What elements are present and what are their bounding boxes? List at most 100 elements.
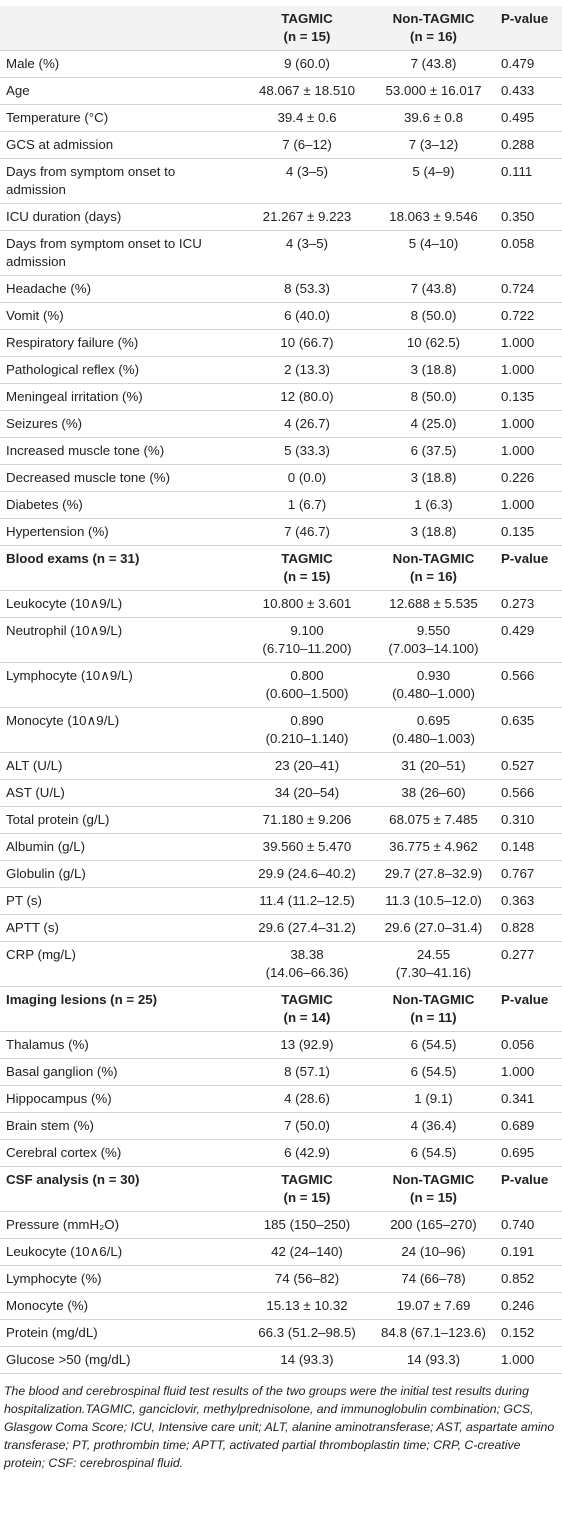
cell: 0.135	[495, 518, 562, 546]
cell: 21.267 ± 9.223	[242, 203, 372, 231]
data-row: Hippocampus (%) 4 (28.6) 1 (9.1) 0.341	[0, 1085, 562, 1113]
cell: 0.695 (0.480–1.003)	[372, 707, 495, 753]
row-label: Decreased muscle tone (%)	[0, 464, 242, 492]
row-label: Hippocampus (%)	[0, 1085, 242, 1113]
row-label: Headache (%)	[0, 275, 242, 303]
row-label: Age	[0, 77, 242, 105]
data-row: Days from symptom onset to admission 4 (3…	[0, 158, 562, 204]
cell: 15.13 ± 10.32	[242, 1292, 372, 1320]
header-row: Imaging lesions (n = 25) TAGMIC (n = 14) No…	[0, 986, 562, 1032]
row-label: Leukocyte (10∧9/L)	[0, 590, 242, 618]
page-body: TAGMIC (n = 15) Non-TAGMIC (n = 16) P-value M…	[0, 6, 562, 1531]
cell: 0.152	[495, 1319, 562, 1347]
column-header: Non-TAGMIC (n = 16)	[372, 545, 495, 591]
cell: 0.341	[495, 1085, 562, 1113]
row-label: Increased muscle tone (%)	[0, 437, 242, 465]
cell: 11.4 (11.2–12.5)	[242, 887, 372, 915]
footnote: The blood and cerebrospinal fluid test r…	[4, 1384, 555, 1470]
cell: 2 (13.3)	[242, 356, 372, 384]
cell: 1.000	[495, 1346, 562, 1374]
column-n: (n = 14)	[283, 1010, 331, 1025]
header-row: CSF analysis (n = 30) TAGMIC (n = 15) Non-T…	[0, 1166, 562, 1212]
section-title: Blood exams (n = 31)	[0, 545, 242, 591]
column-n: (n = 15)	[410, 1190, 457, 1205]
data-row: Meningeal irritation (%) 12 (80.0) 8 (50.0…	[0, 383, 562, 411]
cell: 7 (43.8)	[372, 275, 495, 303]
cell: 39.6 ± 0.8	[372, 104, 495, 132]
cell: 0.246	[495, 1292, 562, 1320]
cell-line: 9.550	[416, 623, 451, 638]
row-label: Monocyte (%)	[0, 1292, 242, 1320]
cell: 0.350	[495, 203, 562, 231]
data-row: Days from symptom onset to ICU admission…	[0, 230, 562, 276]
row-label: Monocyte (10∧9/L)	[0, 707, 242, 753]
column-header: Non-TAGMIC (n = 11)	[372, 986, 495, 1032]
cell: 42 (24–140)	[242, 1238, 372, 1266]
cell: 9.550 (7.003–14.100)	[372, 617, 495, 663]
cell-line: 24.55	[416, 947, 451, 962]
cell: 4 (36.4)	[372, 1112, 495, 1140]
cell-line: (14.06–66.36)	[265, 965, 349, 980]
cell-line: 0.930	[416, 668, 451, 683]
cell: 12.688 ± 5.535	[372, 590, 495, 618]
row-label: Meningeal irritation (%)	[0, 383, 242, 411]
data-row: Increased muscle tone (%) 5 (33.3) 6 (37.5…	[0, 437, 562, 465]
data-row: Neutrophil (10∧9/L) 9.100 (6.710–11.200) 9.…	[0, 617, 562, 663]
data-row: ICU duration (days) 21.267 ± 9.223 18.063 …	[0, 203, 562, 231]
cell: 0.724	[495, 275, 562, 303]
cell: 0.740	[495, 1211, 562, 1239]
row-label: Male (%)	[0, 50, 242, 78]
cell-line: (7.003–14.100)	[388, 641, 479, 656]
header-row: Blood exams (n = 31) TAGMIC (n = 15) Non-TA…	[0, 545, 562, 591]
row-label: CRP (mg/L)	[0, 941, 242, 987]
column-n: (n = 11)	[410, 1010, 457, 1025]
cell: 5 (33.3)	[242, 437, 372, 465]
column-header: TAGMIC (n = 15)	[242, 6, 372, 51]
row-label: ICU duration (days)	[0, 203, 242, 231]
data-row: Protein (mg/dL) 66.3 (51.2–98.5) 84.8 (67.…	[0, 1319, 562, 1347]
cell-line: 38.38	[290, 947, 324, 962]
cell: 12 (80.0)	[242, 383, 372, 411]
cell: 6 (54.5)	[372, 1031, 495, 1059]
cell: 0.479	[495, 50, 562, 78]
cell: 0.111	[495, 158, 562, 204]
cell: 0.852	[495, 1265, 562, 1293]
cell: 24.55 (7.30–41.16)	[372, 941, 495, 987]
column-header: Non-TAGMIC (n = 16)	[372, 6, 495, 51]
cell-line: 0.695	[416, 713, 451, 728]
cell: 0.722	[495, 302, 562, 330]
cell: 1.000	[495, 1058, 562, 1086]
cell: 1 (6.3)	[372, 491, 495, 519]
data-row: Leukocyte (10∧9/L) 10.800 ± 3.601 12.688 ±…	[0, 590, 562, 618]
column-header: TAGMIC (n = 14)	[242, 986, 372, 1032]
cell: 10.800 ± 3.601	[242, 590, 372, 618]
data-row: Hypertension (%) 7 (46.7) 3 (18.8) 0.135	[0, 518, 562, 546]
cell: 1 (6.7)	[242, 491, 372, 519]
cell: 18.063 ± 9.546	[372, 203, 495, 231]
cell: 5 (4–10)	[372, 230, 495, 276]
row-label: Seizures (%)	[0, 410, 242, 438]
data-row: Respiratory failure (%) 10 (66.7) 10 (62.5…	[0, 329, 562, 357]
cell: 84.8 (67.1–123.6)	[372, 1319, 495, 1347]
cell-line: (0.480–1.003)	[392, 731, 475, 746]
cell: 7 (6–12)	[242, 131, 372, 159]
cell: 0.689	[495, 1112, 562, 1140]
cell: 24 (10–96)	[372, 1238, 495, 1266]
cell: 6 (54.5)	[372, 1139, 495, 1167]
data-row: Glucose >50 (mg/dL) 14 (93.3) 14 (93.3) 1.0…	[0, 1346, 562, 1374]
p-value-header: P-value	[495, 1166, 562, 1212]
section-title	[0, 6, 242, 51]
cell: 68.075 ± 7.485	[372, 806, 495, 834]
cell: 3 (18.8)	[372, 518, 495, 546]
column-header: Non-TAGMIC (n = 15)	[372, 1166, 495, 1212]
column-n: (n = 15)	[283, 29, 331, 44]
cell: 0.930 (0.480–1.000)	[372, 662, 495, 708]
data-row: Lymphocyte (%) 74 (56–82) 74 (66–78) 0.852	[0, 1265, 562, 1293]
row-label: GCS at admission	[0, 131, 242, 159]
cell: 13 (92.9)	[242, 1031, 372, 1059]
cell: 3 (18.8)	[372, 356, 495, 384]
data-row: Monocyte (%) 15.13 ± 10.32 19.07 ± 7.69 0.2…	[0, 1292, 562, 1320]
cell: 0.273	[495, 590, 562, 618]
cell: 0.495	[495, 104, 562, 132]
p-value-header: P-value	[495, 6, 562, 51]
